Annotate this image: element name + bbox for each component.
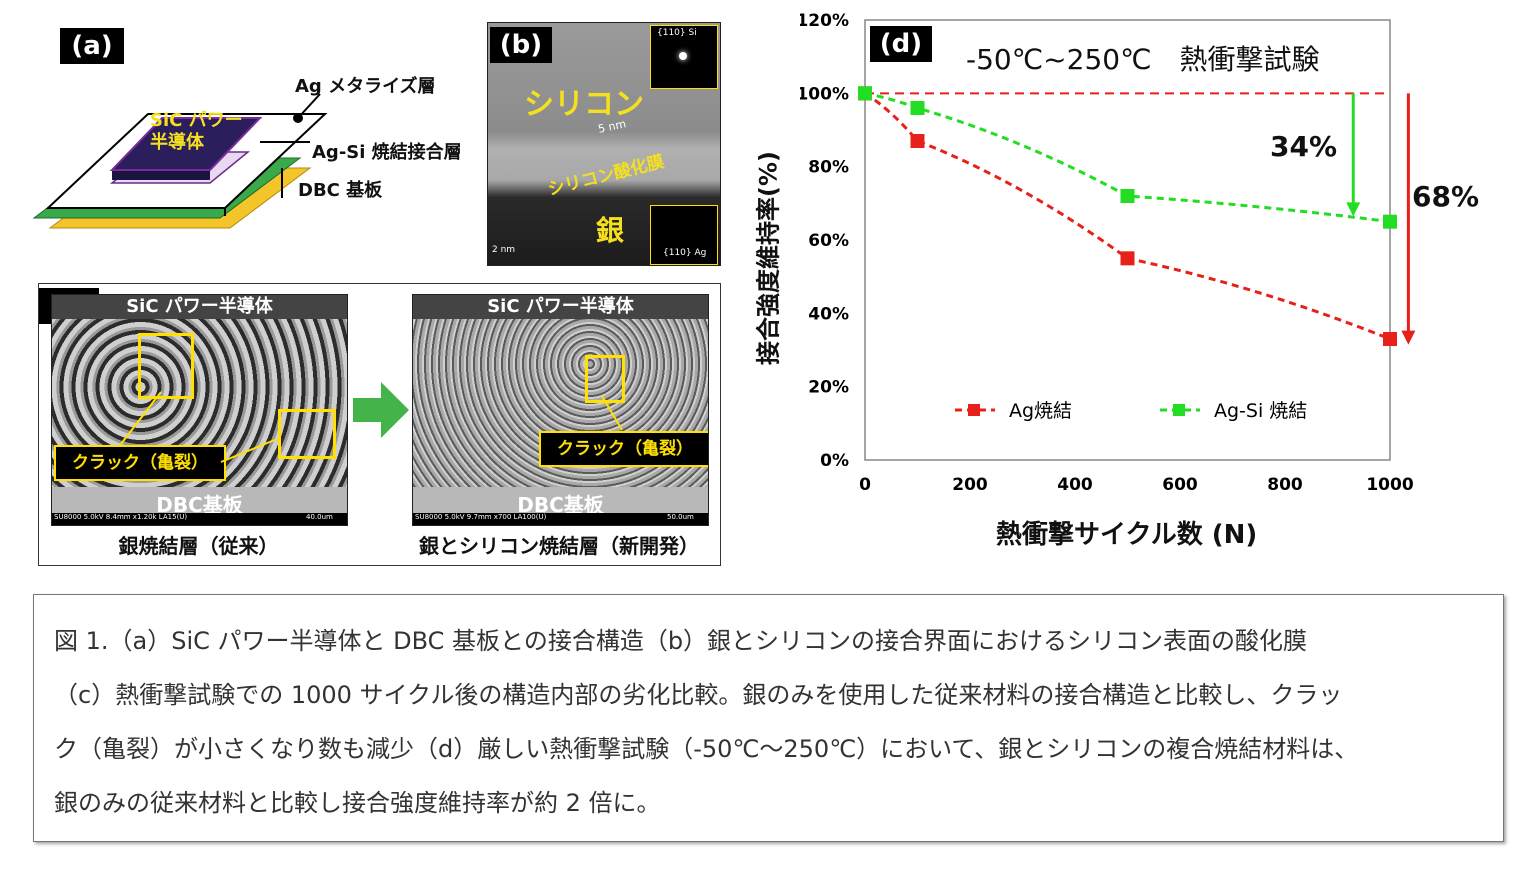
- arrow-68-head: [1401, 330, 1416, 345]
- legend-label: Ag-Si 焼結: [1214, 400, 1307, 422]
- panel-b-tem-image: (b) {110} Si シリコン 5 nm シリコン酸化膜 銀 2 nm {1…: [487, 22, 721, 266]
- panel-c: (c) SiC パワー半導体 クラック（亀裂） DBC基板 SU8000 5.0…: [38, 283, 721, 566]
- sem-left-meta-bar: [52, 513, 347, 525]
- sem-right-meta: SU8000 5.0kV 9.7mm x700 LA100(U): [415, 513, 547, 521]
- x-tick-label: 400: [1057, 475, 1093, 495]
- label-dbc: DBC 基板: [298, 180, 383, 201]
- sem-right-meta-bar: [413, 513, 708, 525]
- sic-chip-top: [109, 117, 263, 171]
- y-tick-label: 60%: [808, 231, 849, 251]
- sem-right-dbc-band: [413, 487, 708, 513]
- sem-left-top-label: SiC パワー半導体: [52, 295, 347, 319]
- caption-line-1: 図 1.（a）SiC パワー半導体と DBC 基板との接合構造（b）銀とシリコン…: [54, 627, 1308, 655]
- annotation-34: 34%: [1270, 130, 1338, 163]
- chart-d: 0% 20% 40% 60% 80% 100% 120% 0 200 400 600 800 1000 A…: [800, 11, 1416, 495]
- panel-a-tag: (a): [60, 28, 124, 64]
- panel-a: (a) SiC パワー 半導体 Ag メタライズ層 Ag-Si 焼結接合層 DB…: [30, 18, 470, 248]
- y-tick-label: 100%: [800, 84, 849, 104]
- chart-ylabel: 接合強度維持率(%): [754, 151, 783, 365]
- legend-marker: [1173, 404, 1185, 416]
- data-point: [1120, 251, 1135, 266]
- y-tick-label: 20%: [808, 378, 849, 398]
- legend-label: Ag焼結: [1009, 400, 1072, 422]
- sem-right-top-label: SiC パワー半導体: [413, 295, 708, 319]
- figure-caption: 図 1.（a）SiC パワー半導体と DBC 基板との接合構造（b）銀とシリコン…: [33, 594, 1504, 842]
- caption-line-3: ク（亀裂）が小さくなり数も減少（d）厳しい熱衝撃試験（-50℃～250℃）におい…: [54, 735, 1359, 763]
- y-tick-label: 40%: [808, 304, 849, 324]
- sem-left-scale: 40.0um: [306, 513, 333, 521]
- y-tick-label: 0%: [820, 451, 849, 471]
- diffraction-si: {110} Si: [650, 25, 718, 89]
- sem-right: SiC パワー半導体 クラック（亀裂） DBC基板 SU8000 5.0kV 9…: [412, 294, 709, 526]
- plot-frame: [864, 19, 1391, 461]
- crack-callout-lines: [120, 391, 278, 463]
- sem-right-crack-label: クラック（亀裂）: [539, 431, 708, 467]
- sem-left-dbc-band: [52, 487, 347, 513]
- chip-label-1: SiC パワー: [150, 110, 243, 131]
- label-metal: Ag メタライズ層: [295, 76, 436, 97]
- caption-line-4: 銀のみの従来材料と比較し接合強度維持率が約 2 倍に。: [54, 789, 661, 817]
- legend-marker: [968, 404, 980, 416]
- scale-2nm: 2 nm: [492, 245, 516, 255]
- sem-left-caption: 銀焼結層（従来）: [118, 534, 279, 558]
- chart-xlabel: 熱衝撃サイクル数 (N): [996, 520, 1258, 550]
- arrow-right-icon: [353, 382, 409, 438]
- diffraction-si-label: {110} Si: [657, 28, 697, 38]
- sem-right-scale: 50.0um: [667, 513, 694, 521]
- y-tick-label: 120%: [800, 11, 849, 31]
- package-diagram: [32, 93, 328, 229]
- series-line: [864, 91, 1391, 224]
- panel-b-tag: (b): [490, 27, 552, 63]
- sic-chip-side: [112, 170, 210, 180]
- sem-left: SiC パワー半導体 クラック（亀裂） DBC基板 SU8000 5.0kV 8…: [51, 294, 348, 526]
- y-tick-label: 80%: [808, 158, 849, 178]
- x-tick-label: 1000: [1366, 475, 1413, 495]
- caption-line-2: （c）熱衝撃試験での 1000 サイクル後の構造内部の劣化比較。銀のみを使用した…: [54, 681, 1343, 709]
- label-silicon: シリコン: [524, 87, 644, 122]
- crack-box-2: [278, 409, 336, 459]
- x-tick-label: 600: [1162, 475, 1198, 495]
- arrow-34-head: [1346, 202, 1361, 217]
- x-tick-label: 200: [952, 475, 988, 495]
- x-tick-label: 0: [859, 475, 871, 495]
- sem-left-crack-label: クラック（亀裂）: [54, 445, 226, 481]
- sem-left-meta: SU8000 5.0kV 8.4mm x1.20k LA15(U): [54, 513, 188, 521]
- diffraction-ag: {110} Ag: [650, 205, 718, 265]
- data-point: [1120, 189, 1135, 203]
- series-line: [864, 92, 1391, 341]
- label-oxide: シリコン酸化膜: [545, 151, 667, 201]
- data-point: [858, 86, 872, 101]
- annotation-68: 68%: [1412, 180, 1480, 213]
- label-joint: Ag-Si 焼結接合層: [312, 142, 462, 163]
- chart-ylabel-wrap: 接合強度維持率(%): [736, 108, 796, 408]
- data-point: [910, 101, 925, 115]
- chip-label-2: 半導体: [150, 132, 204, 153]
- crack-box-1: [138, 333, 194, 399]
- chart-title: -50℃~250℃ 熱衝撃試験: [966, 43, 1320, 76]
- diffraction-ag-label: {110} Ag: [663, 248, 707, 258]
- diffraction-si-spot: [679, 52, 687, 60]
- x-tick-label: 800: [1267, 475, 1303, 495]
- data-point: [1383, 214, 1397, 229]
- data-point: [1383, 332, 1397, 346]
- crack-callout-line-right: [601, 395, 623, 431]
- sem-right-caption: 銀とシリコン焼結層（新開発）: [419, 534, 699, 558]
- data-point: [910, 134, 925, 148]
- label-silver: 銀: [596, 214, 625, 247]
- panel-d-tag: (d): [870, 26, 932, 62]
